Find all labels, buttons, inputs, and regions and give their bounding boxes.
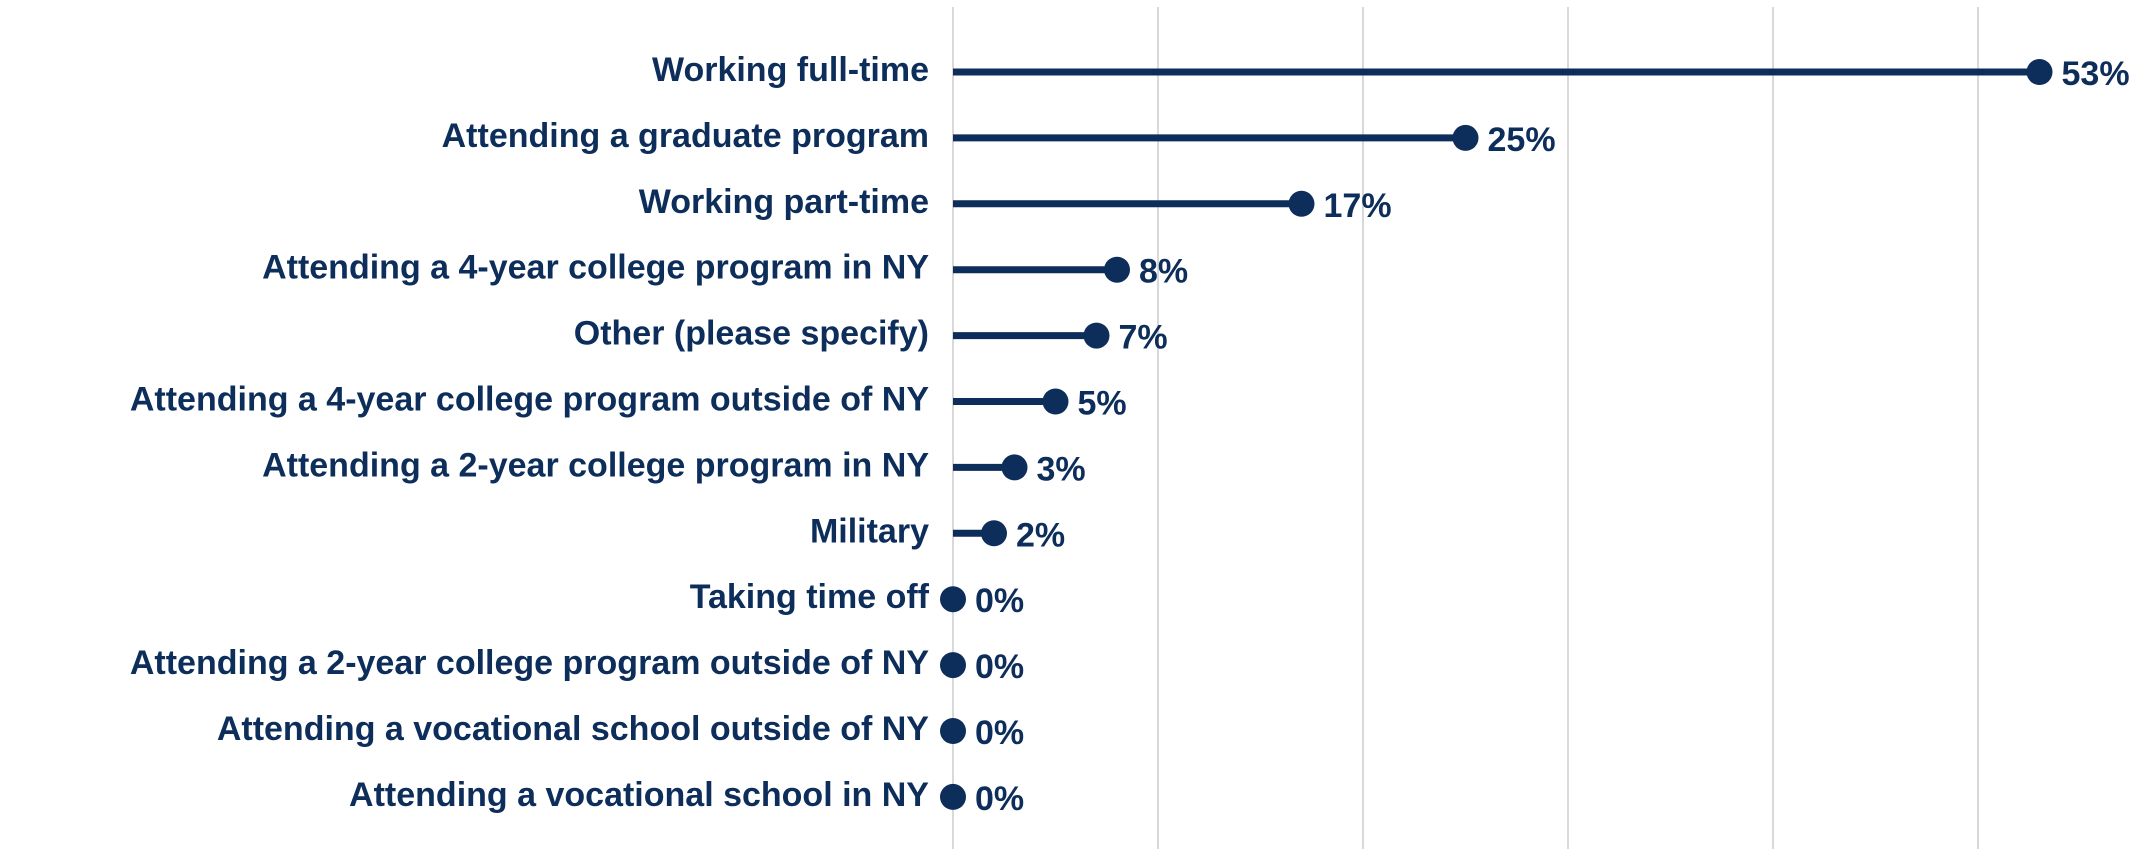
value-label: 3% (1037, 450, 1086, 488)
category-label: Military (810, 512, 929, 550)
category-label: Attending a 2-year college program in NY (262, 446, 929, 484)
category-label: Attending a 4-year college program outsi… (130, 380, 929, 418)
dot (1104, 256, 1130, 283)
dot (1001, 454, 1028, 481)
category-label: Working full-time (652, 51, 929, 89)
dot (1288, 190, 1315, 217)
category-label: Attending a 2-year college program outsi… (130, 644, 929, 682)
dot (2026, 59, 2053, 85)
dot (981, 520, 1007, 547)
dot (940, 586, 966, 613)
dot (1083, 322, 1110, 349)
dot (940, 718, 966, 744)
value-label: 7% (1119, 319, 1168, 357)
dot (940, 652, 966, 679)
value-label: 53% (2062, 55, 2130, 93)
dot (1452, 124, 1479, 151)
value-label: 0% (975, 780, 1024, 818)
value-label: 8% (1139, 253, 1188, 291)
dot (940, 783, 966, 810)
value-label: 2% (1016, 516, 1065, 554)
value-label: 25% (1488, 121, 1556, 159)
dot (1042, 388, 1069, 415)
category-label: Attending a vocational school outside of… (217, 710, 929, 748)
value-label: 17% (1324, 187, 1392, 225)
category-label: Attending a graduate program (442, 117, 929, 155)
category-label: Other (please specify) (574, 315, 929, 353)
value-label: 0% (975, 582, 1024, 620)
category-label: Taking time off (690, 578, 930, 616)
value-label: 0% (975, 714, 1024, 752)
value-label: 0% (975, 648, 1024, 686)
value-label: 5% (1078, 384, 1127, 422)
category-label: Attending a vocational school in NY (349, 776, 929, 814)
category-label: Working part-time (639, 183, 929, 221)
category-label: Attending a 4-year college program in NY (262, 249, 929, 287)
